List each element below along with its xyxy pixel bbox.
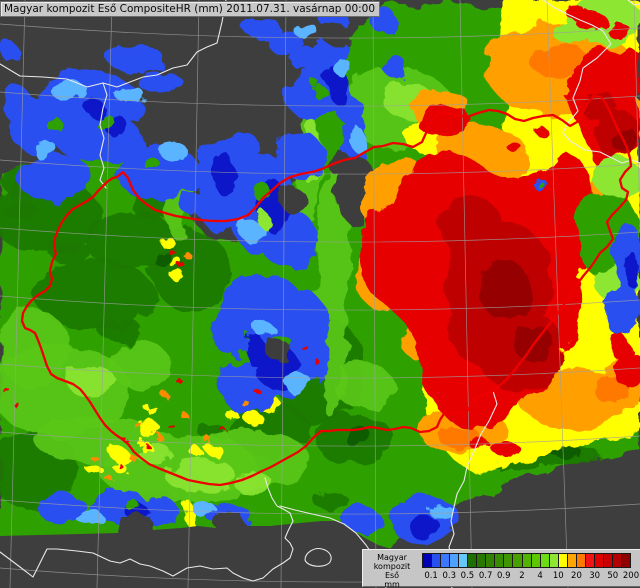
- legend-color-cell: [513, 554, 523, 567]
- legend-color-scale: [422, 553, 631, 568]
- legend-tick-label: 20: [571, 571, 582, 581]
- legend-color-cell: [459, 554, 469, 567]
- legend-tick-label: 200: [622, 571, 640, 581]
- legend-tick-label: 0.3: [442, 571, 457, 581]
- legend-title-line2: Eső: [384, 571, 400, 580]
- legend-title-line3: mm: [384, 580, 400, 588]
- legend-color-cell: [468, 554, 478, 567]
- legend-color-cell: [531, 554, 541, 567]
- legend-color-cell: [504, 554, 514, 567]
- legend-tick-label: 10: [552, 571, 564, 581]
- legend-color-cell: [486, 554, 496, 567]
- legend-tick-label: 0.5: [460, 571, 475, 581]
- hungary-border: [20, 94, 633, 487]
- legend-tick-label: 0.7: [478, 571, 493, 581]
- legend-tick-label: 4: [537, 571, 543, 581]
- legend-color-cell: [432, 554, 442, 567]
- legend-color-cell: [576, 554, 586, 567]
- legend-scale-labels: 0.1 0.3 0.5 0.7 0.9 2 4 10 20 30 50 200: [363, 571, 640, 583]
- legend-panel: Magyar kompozit Eső mm 0.1 0.3 0.5 0.7 0.9 2 4…: [362, 549, 640, 588]
- legend-color-cell: [540, 554, 550, 567]
- legend-color-cell: [567, 554, 577, 567]
- legend-tick-label: 30: [589, 571, 601, 581]
- legend-color-cell: [441, 554, 451, 567]
- precipitation-field: [0, 0, 640, 557]
- legend-color-cell: [423, 554, 433, 567]
- legend-tick-label: 50: [607, 571, 619, 581]
- legend-color-cell: [522, 554, 532, 567]
- map-title-bar: Magyar kompozit Eső CompositeHR (mm) 201…: [0, 1, 381, 17]
- legend-color-cell: [558, 554, 568, 567]
- legend-title: Magyar kompozit Eső mm: [363, 553, 421, 588]
- legend-color-cell: [549, 554, 559, 567]
- legend-title-line1: Magyar kompozit: [373, 553, 411, 571]
- legend-tick-label: 2: [519, 571, 525, 581]
- legend-color-cell: [450, 554, 460, 567]
- legend-color-cell: [594, 554, 604, 567]
- legend-color-cell: [477, 554, 487, 567]
- legend-color-cell: [612, 554, 623, 567]
- legend-tick-label: 0.9: [497, 571, 511, 581]
- legend-color-cell: [585, 554, 595, 567]
- legend-color-cell: [495, 554, 505, 567]
- legend-tick-label: 0.1: [424, 571, 438, 581]
- legend-color-cell: [622, 554, 631, 567]
- map-title: Magyar kompozit Eső CompositeHR (mm) 201…: [4, 3, 376, 15]
- legend-color-cell: [603, 554, 613, 567]
